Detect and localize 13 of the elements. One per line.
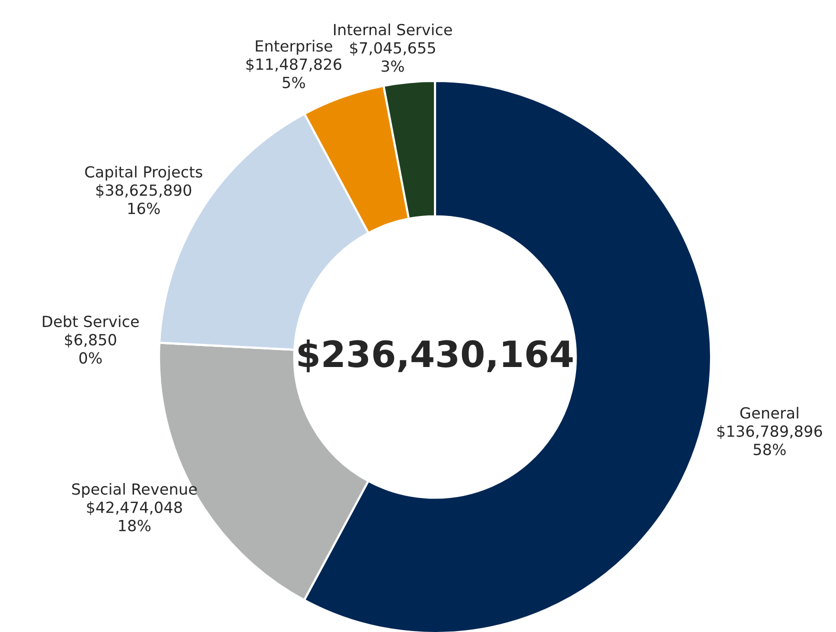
data-label: $42,474,048 18% (87, 501, 182, 532)
slice-label: Capital Projects (85, 166, 202, 181)
slice-label: Enterprise (256, 40, 332, 55)
data-label: $38,625,890 16% (96, 184, 192, 214)
slice-label: Internal Service (334, 24, 452, 36)
slice-label: General (740, 406, 798, 419)
data-label: $136,789,896 58% (717, 425, 822, 456)
text: $236,430,164 (298, 340, 573, 372)
slice-label: Special Revenue (72, 482, 197, 498)
data-label: $6,850 0% (65, 334, 116, 364)
data-label: $11,487,826 5% (246, 58, 342, 88)
slice-label: Debt Service (42, 315, 139, 328)
data-label: $7,045,655 3% (350, 42, 436, 72)
